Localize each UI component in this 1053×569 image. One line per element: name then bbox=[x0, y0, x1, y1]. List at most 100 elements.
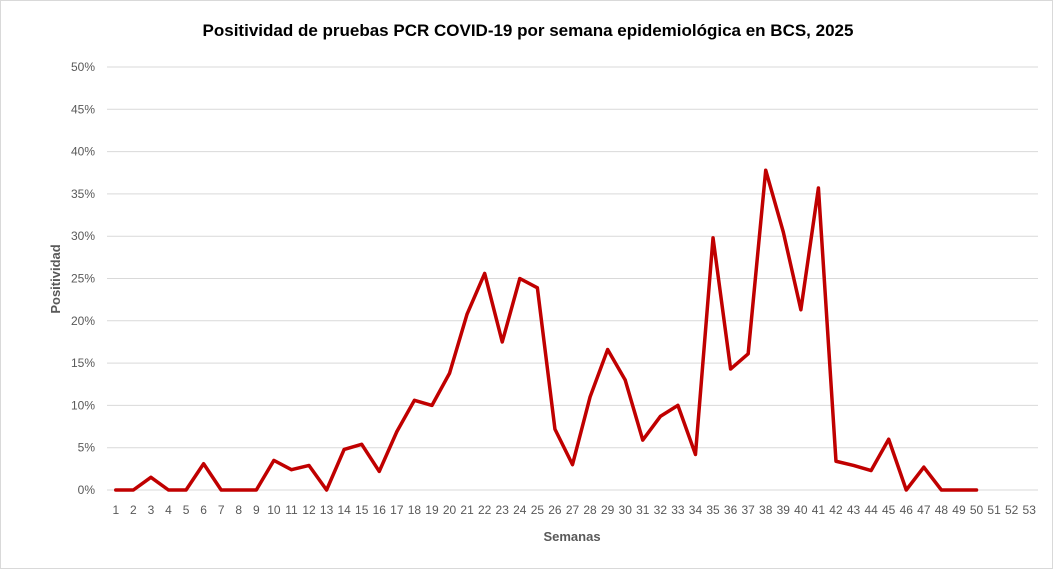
data-point bbox=[465, 312, 469, 316]
x-tick-label: 40 bbox=[794, 503, 808, 517]
data-point bbox=[166, 488, 170, 492]
x-tick-label: 36 bbox=[724, 503, 738, 517]
data-point bbox=[729, 367, 733, 371]
data-point bbox=[131, 488, 135, 492]
x-tick-label: 26 bbox=[548, 503, 562, 517]
x-tick-label: 14 bbox=[337, 503, 351, 517]
x-axis-title: Semanas bbox=[543, 529, 600, 544]
data-point bbox=[939, 488, 943, 492]
x-tick-label: 33 bbox=[671, 503, 685, 517]
series-line bbox=[114, 168, 979, 492]
y-axis-ticks: 0% 5% 10% 15% 20% 25% 30% 35% 40% 45% 50% bbox=[71, 60, 95, 497]
data-point bbox=[395, 430, 399, 434]
y-tick-label: 15% bbox=[71, 356, 95, 370]
y-tick-label: 35% bbox=[71, 187, 95, 201]
gridlines bbox=[107, 66, 1038, 491]
y-tick-label: 40% bbox=[71, 145, 95, 159]
series-group bbox=[114, 168, 979, 492]
data-point bbox=[448, 371, 452, 375]
data-point bbox=[658, 414, 662, 418]
data-point bbox=[869, 469, 873, 473]
y-tick-label: 45% bbox=[71, 102, 95, 116]
x-axis-ticks: 1 2 3 4 5 6 7 8 9 10 11 12 13 14 15 16 17 18 19 20 21 22 23 24 2… bbox=[112, 503, 1036, 517]
data-point bbox=[289, 468, 293, 472]
data-point bbox=[834, 459, 838, 463]
x-tick-label: 48 bbox=[935, 503, 949, 517]
data-point bbox=[764, 168, 768, 172]
x-tick-label: 9 bbox=[253, 503, 260, 517]
y-axis-title: Positividad bbox=[48, 244, 63, 313]
y-tick-label: 10% bbox=[71, 398, 95, 412]
x-tick-label: 37 bbox=[741, 503, 755, 517]
data-point bbox=[412, 398, 416, 402]
x-tick-label: 16 bbox=[373, 503, 387, 517]
data-point bbox=[957, 488, 961, 492]
data-point bbox=[114, 488, 118, 492]
x-tick-label: 11 bbox=[285, 503, 298, 517]
y-tick-label: 30% bbox=[71, 229, 95, 243]
data-point bbox=[360, 442, 364, 446]
x-tick-label: 46 bbox=[900, 503, 914, 517]
data-point bbox=[641, 438, 645, 442]
data-point bbox=[342, 447, 346, 451]
x-tick-label: 27 bbox=[566, 503, 580, 517]
x-tick-label: 12 bbox=[302, 503, 316, 517]
x-tick-label: 42 bbox=[829, 503, 843, 517]
x-tick-label: 39 bbox=[777, 503, 791, 517]
y-tick-label: 20% bbox=[71, 314, 95, 328]
x-tick-label: 1 bbox=[112, 503, 119, 517]
x-tick-label: 28 bbox=[583, 503, 597, 517]
data-point bbox=[693, 452, 697, 456]
x-tick-label: 47 bbox=[917, 503, 931, 517]
data-point bbox=[623, 378, 627, 382]
data-point bbox=[518, 277, 522, 280]
x-tick-label: 29 bbox=[601, 503, 615, 517]
x-tick-label: 45 bbox=[882, 503, 896, 517]
data-point bbox=[149, 475, 153, 479]
x-tick-label: 32 bbox=[654, 503, 668, 517]
x-tick-label: 10 bbox=[267, 503, 281, 517]
data-point bbox=[500, 340, 504, 344]
data-point bbox=[307, 463, 311, 467]
data-point bbox=[975, 488, 979, 492]
x-tick-label: 43 bbox=[847, 503, 861, 517]
x-tick-label: 21 bbox=[460, 503, 474, 517]
x-tick-label: 20 bbox=[443, 503, 457, 517]
data-point bbox=[922, 465, 926, 469]
x-tick-label: 3 bbox=[148, 503, 155, 517]
data-point bbox=[887, 437, 891, 441]
data-point bbox=[219, 488, 223, 492]
data-point bbox=[746, 352, 750, 356]
data-point bbox=[184, 488, 188, 492]
chart-title: Positividad de pruebas PCR COVID-19 por … bbox=[203, 21, 854, 40]
y-tick-label: 25% bbox=[71, 272, 95, 286]
data-point bbox=[553, 427, 557, 431]
data-point bbox=[254, 488, 258, 492]
x-tick-label: 31 bbox=[636, 503, 650, 517]
y-tick-label: 50% bbox=[71, 60, 95, 74]
x-tick-label: 17 bbox=[390, 503, 404, 517]
x-tick-label: 5 bbox=[183, 503, 190, 517]
x-tick-label: 6 bbox=[200, 503, 207, 517]
data-point bbox=[272, 458, 276, 462]
data-point bbox=[781, 230, 785, 234]
data-point bbox=[606, 348, 610, 352]
data-point bbox=[571, 463, 574, 467]
data-point bbox=[588, 395, 592, 399]
data-point bbox=[535, 286, 539, 290]
x-tick-label: 4 bbox=[165, 503, 172, 517]
y-tick-label: 5% bbox=[78, 441, 96, 455]
data-point bbox=[202, 462, 206, 466]
x-tick-label: 2 bbox=[130, 503, 137, 517]
x-tick-label: 22 bbox=[478, 503, 492, 517]
x-tick-label: 50 bbox=[970, 503, 984, 517]
x-tick-label: 52 bbox=[1005, 503, 1019, 517]
data-point bbox=[430, 403, 434, 407]
x-tick-label: 44 bbox=[864, 503, 878, 517]
data-point bbox=[904, 488, 908, 492]
data-point bbox=[325, 488, 329, 492]
x-tick-label: 15 bbox=[355, 503, 369, 517]
x-tick-label: 35 bbox=[706, 503, 720, 517]
x-tick-label: 53 bbox=[1023, 503, 1037, 517]
